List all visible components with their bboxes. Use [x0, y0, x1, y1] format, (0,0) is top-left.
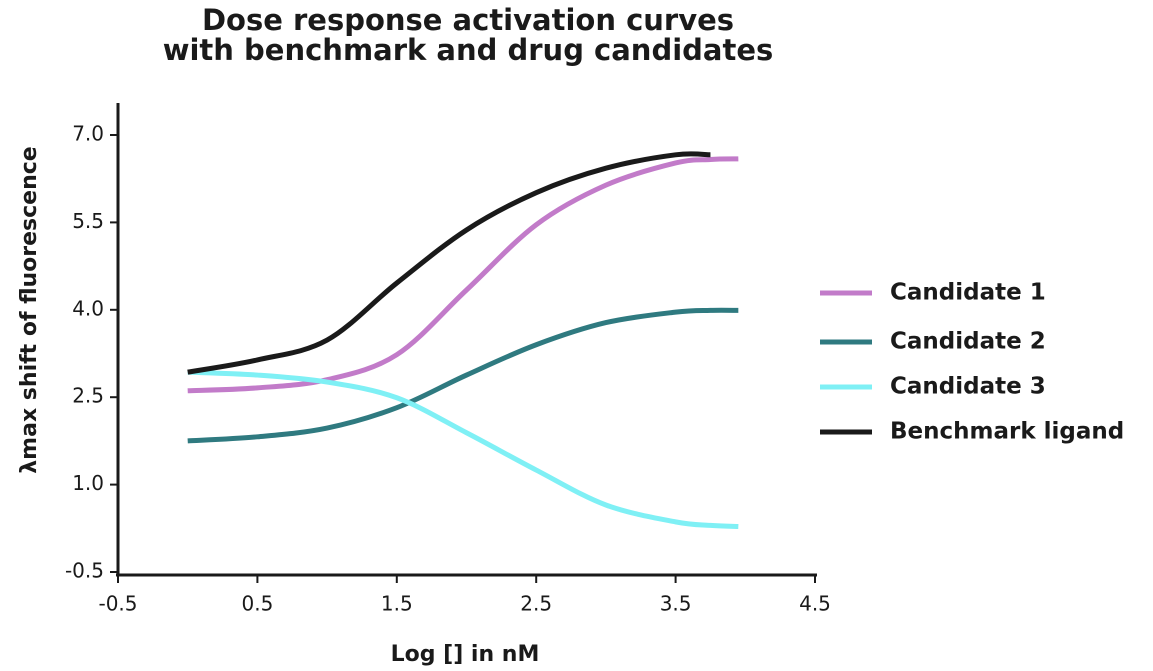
x-tick-label: 4.5 [799, 592, 831, 616]
legend-label: Candidate 3 [890, 374, 1046, 400]
series-line [187, 156, 739, 394]
x-axis-label: Log [] in nM [391, 642, 540, 667]
y-axis-label: λmax shift of fluorescence [17, 146, 42, 473]
y-tick-label: 7.0 [72, 122, 104, 146]
y-tick-label: 1.0 [72, 471, 104, 495]
x-tick-label: 3.5 [660, 592, 692, 616]
y-tick-label: -0.5 [65, 559, 104, 583]
y-tick-label: 2.5 [72, 384, 104, 408]
series-line [187, 151, 711, 375]
x-tick-label: 0.5 [241, 592, 273, 616]
chart-title: Dose response activation curves [202, 3, 734, 37]
series-line [187, 307, 739, 444]
legend-label: Candidate 2 [890, 329, 1046, 355]
y-tick-label: 4.0 [72, 296, 104, 320]
legend-label: Candidate 1 [890, 280, 1046, 306]
x-tick-label: 1.5 [381, 592, 413, 616]
chart-title: with benchmark and drug candidates [163, 33, 774, 67]
y-tick-label: 5.5 [72, 209, 104, 233]
series-line [187, 369, 739, 530]
x-tick-label: -0.5 [98, 592, 137, 616]
x-tick-label: 2.5 [520, 592, 552, 616]
legend-label: Benchmark ligand [890, 419, 1124, 445]
